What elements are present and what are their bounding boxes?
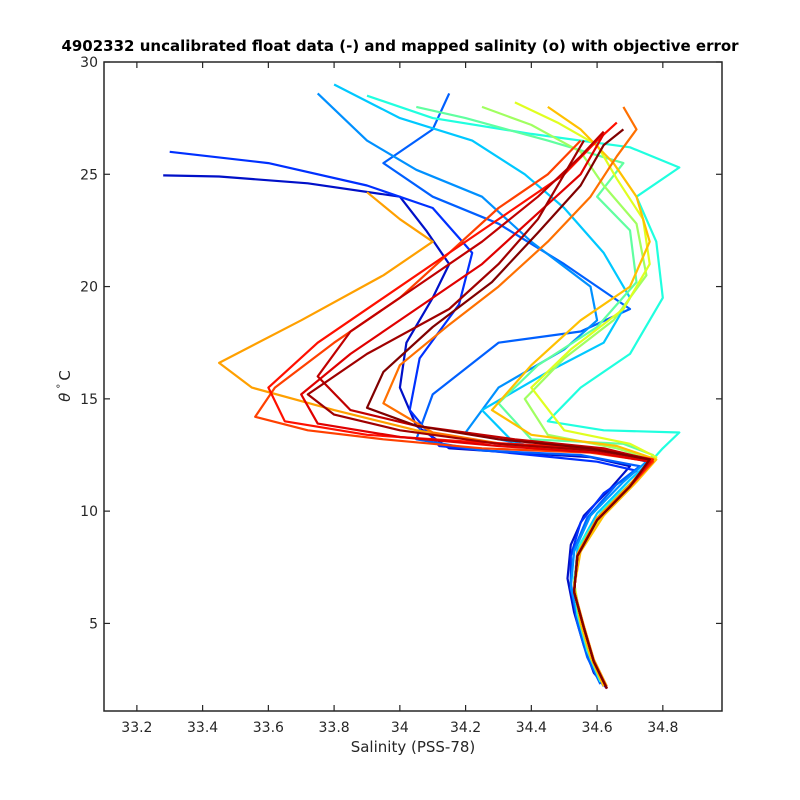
x-tick-label: 34.4	[516, 720, 547, 736]
plot-area	[104, 62, 722, 711]
x-tick-label: 33.4	[187, 720, 218, 736]
y-tick-label: 5	[89, 616, 98, 632]
x-tick-label: 34.2	[450, 720, 481, 736]
y-axis-label-unit: C	[56, 370, 74, 380]
y-tick-label: 20	[80, 280, 98, 296]
x-axis-label: Salinity (PSS-78)	[351, 738, 476, 756]
y-tick-label: 25	[80, 167, 98, 183]
y-tick-label: 15	[80, 392, 98, 408]
y-tick-label: 10	[80, 504, 98, 520]
x-tick-label: 34	[391, 720, 409, 736]
x-axis: 33.2 33.4 33.6 33.8 34 34.2 34.4 34.6 34.8	[121, 62, 678, 736]
x-tick-label: 33.2	[121, 720, 152, 736]
y-axis: 5 10 15 20 25 30	[80, 55, 722, 632]
y-tick-label: 30	[80, 55, 98, 71]
x-tick-label: 34.6	[581, 720, 612, 736]
series-line-18	[365, 128, 651, 689]
axes-box	[103, 61, 723, 712]
series-layer	[163, 83, 681, 690]
x-tick-label: 34.8	[647, 720, 678, 736]
chart-title: 4902332 uncalibrated float data (-) and …	[61, 37, 739, 55]
y-axis-label: θ°C	[56, 370, 74, 402]
x-tick-label: 33.6	[253, 720, 284, 736]
y-axis-label-symbol: θ	[56, 393, 74, 402]
x-tick-label: 33.8	[319, 720, 350, 736]
